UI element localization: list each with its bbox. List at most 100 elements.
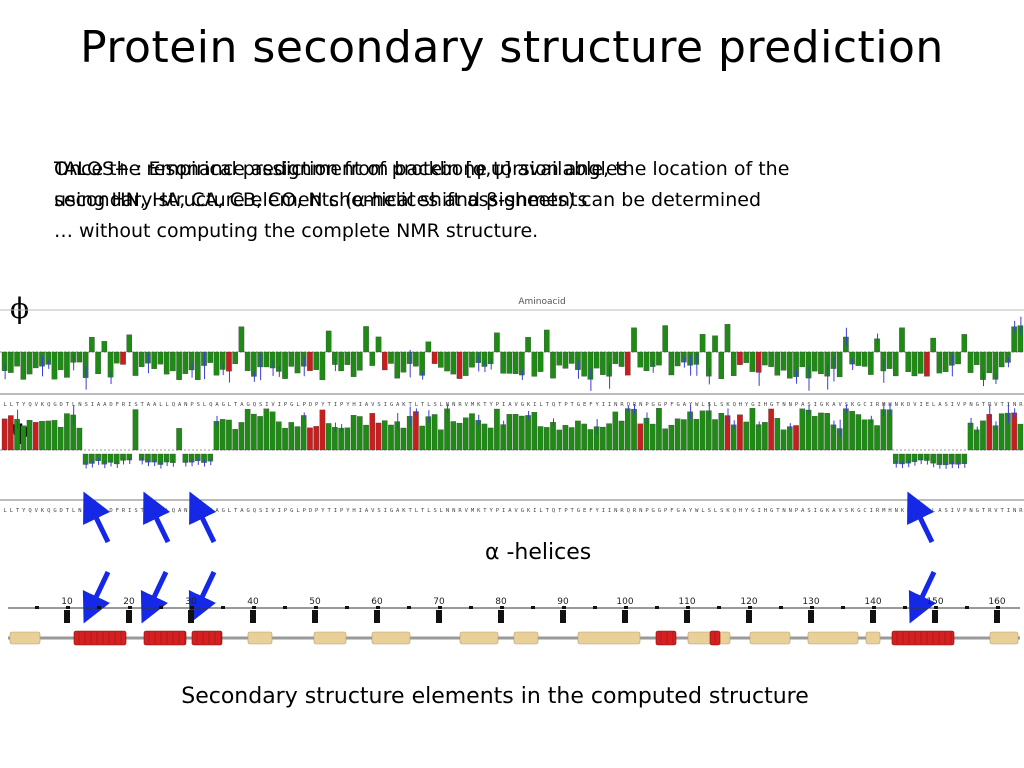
- residue-letter: P: [315, 402, 319, 408]
- psi-bar: [76, 427, 83, 451]
- residue-letter: N: [1013, 402, 1016, 408]
- residue-letter: I: [870, 508, 873, 514]
- residue-letter: G: [246, 402, 249, 408]
- phi-bar: [456, 351, 463, 379]
- residue-letter: K: [41, 402, 45, 408]
- psi-bar: [799, 408, 806, 451]
- phi-bar: [818, 351, 824, 375]
- phi-bar: [506, 351, 513, 374]
- psi-bar: [612, 411, 619, 451]
- residue-letter: I: [608, 402, 611, 408]
- residue-letter: L: [932, 508, 936, 514]
- residue-letter: T: [776, 402, 780, 408]
- residue-letter: G: [290, 402, 293, 408]
- phi-bar: [581, 351, 587, 377]
- residue-letter: A: [508, 508, 512, 514]
- residue-letter: A: [97, 402, 101, 408]
- ruler-tick-mark: [374, 610, 380, 623]
- psi-bar: [737, 414, 743, 451]
- residue-letter: T: [558, 508, 562, 514]
- psi-bar: [494, 408, 500, 451]
- residue-letter: T: [483, 402, 487, 408]
- residue-letter: S: [84, 508, 87, 514]
- ruler-tick-mark: [870, 610, 876, 623]
- residue-letter: T: [16, 402, 20, 408]
- phi-bar: [64, 351, 70, 378]
- residue-letter: L: [714, 508, 718, 514]
- ruler-minor-tick: [965, 606, 969, 609]
- phi-bar: [811, 351, 818, 372]
- residue-letter: I: [608, 508, 611, 514]
- residue-letter: F: [589, 402, 592, 408]
- residue-letter: D: [60, 402, 63, 408]
- residue-letter: Y: [595, 402, 599, 408]
- residue-letter: L: [427, 402, 431, 408]
- phi-bar: [631, 327, 637, 353]
- alpha-helix-element: [891, 630, 955, 646]
- phi-bar: [737, 351, 743, 365]
- psi-bar: [556, 429, 563, 451]
- phi-bar: [95, 351, 101, 375]
- residue-letter: N: [639, 508, 642, 514]
- psi-bar: [45, 420, 52, 451]
- residue-letter: I: [334, 402, 337, 408]
- ruler-minor-tick: [531, 606, 535, 609]
- residue-letter: L: [427, 508, 431, 514]
- phi-bar: [375, 336, 382, 353]
- psi-bar: [57, 426, 64, 451]
- psi-bar: [419, 425, 425, 451]
- residue-letter: P: [190, 402, 194, 408]
- phi-bar: [787, 351, 793, 379]
- residue-letter: L: [539, 402, 543, 408]
- psi-bar: [481, 423, 488, 451]
- phi-bar: [986, 351, 992, 374]
- ruler-tick-mark: [932, 610, 938, 623]
- residue-letter: I: [91, 402, 94, 408]
- phi-bar: [57, 351, 64, 371]
- residue-letter: Q: [172, 508, 175, 514]
- residue-letter: L: [3, 402, 7, 408]
- psi-bar: [33, 422, 39, 451]
- psi-bar: [400, 427, 407, 451]
- psi-bar: [294, 426, 301, 451]
- psi-bar: [244, 408, 251, 451]
- ruler-minor-tick: [252, 606, 256, 609]
- residue-letter: L: [701, 402, 705, 408]
- residue-letter: N: [782, 508, 785, 514]
- psi-bar: [381, 420, 388, 451]
- residue-letter: A: [215, 402, 219, 408]
- residue-letter: I: [757, 508, 760, 514]
- psi-bar: [101, 453, 108, 465]
- residue-letter: S: [433, 508, 436, 514]
- residue-letter: V: [994, 402, 998, 408]
- residue-letter: S: [197, 402, 200, 408]
- psi-bar: [600, 426, 606, 451]
- residue-letter: P: [284, 402, 288, 408]
- psi-bar: [625, 408, 631, 451]
- ruler-tick-mark: [560, 610, 566, 623]
- phi-bar: [195, 351, 201, 380]
- secondary-structure-track: [8, 630, 1020, 646]
- psi-bar: [868, 419, 874, 451]
- residue-letter: Y: [595, 508, 599, 514]
- psi-bar: [313, 426, 319, 451]
- residue-letter: G: [976, 402, 979, 408]
- psi-bar: [874, 425, 880, 451]
- residue-letter: E: [583, 508, 586, 514]
- residue-letter: R: [633, 402, 637, 408]
- residue-letter: I: [278, 508, 281, 514]
- residue-letter: W: [695, 508, 699, 514]
- ruler-minor-tick: [128, 606, 132, 609]
- residue-letter: G: [521, 508, 524, 514]
- residue-letter: S: [134, 402, 137, 408]
- phi-bar: [475, 351, 481, 363]
- phi-bar: [20, 351, 27, 380]
- phi-bar: [755, 351, 762, 373]
- residue-letter: Q: [253, 508, 256, 514]
- residue-letter: G: [222, 402, 225, 408]
- psi-bar: [998, 413, 1005, 451]
- ruler-tick-label: 90: [557, 597, 569, 607]
- residue-letter: E: [926, 508, 929, 514]
- ruler-tick-label: 110: [678, 597, 695, 607]
- residue-letter: Q: [253, 402, 256, 408]
